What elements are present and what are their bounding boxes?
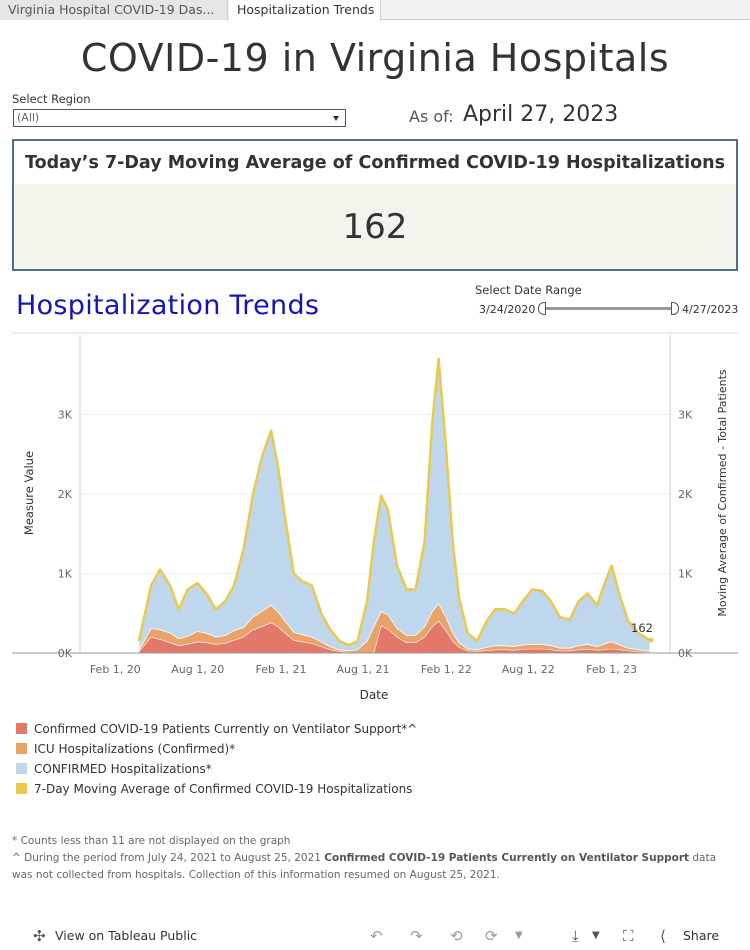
legend-label: CONFIRMED Hospitalizations* <box>34 762 212 776</box>
date-range-track[interactable] <box>542 307 675 310</box>
date-range-label: Select Date Range <box>475 283 582 297</box>
region-select[interactable]: (All) <box>13 109 346 127</box>
legend-label: ICU Hospitalizations (Confirmed)* <box>34 742 236 756</box>
x-axis-label: Date <box>360 688 389 702</box>
y-tick-label-right: 3K <box>678 409 693 422</box>
series-moving-average-line <box>137 357 651 647</box>
refresh-icon[interactable]: ⟳ <box>485 927 498 945</box>
revert-icon[interactable]: ⟲ <box>450 927 463 945</box>
download-icon[interactable]: ⤓ <box>572 927 579 945</box>
tab-hospitalization-trends[interactable]: Hospitalization Trends <box>229 0 381 21</box>
chart-ticks: 0K 1K 2K 3K 0K 1K 2K 3K Feb 1, 20 Aug 1, 20 Feb 1,… <box>58 409 693 677</box>
gridlines <box>12 332 738 574</box>
y-axis-label-right: Moving Average of Confirmed - Total Pati… <box>716 369 729 617</box>
bottom-toolbar: ✣ View on Tableau Public ↶ ↷ ⟲ ⟳ ▼ ⤓ ▼ ⛶… <box>0 922 750 950</box>
as-of-label: As of: <box>409 107 454 126</box>
kpi-value: 162 <box>342 207 408 247</box>
legend-item-ventilator[interactable]: Confirmed COVID-19 Patients Currently on… <box>16 720 417 740</box>
y-tick-label-right: 1K <box>678 568 693 581</box>
y-tick-label: 3K <box>58 409 73 422</box>
x-tick-label: Feb 1, 22 <box>421 663 472 676</box>
footnote-ventilator: ^ During the period from July 24, 2021 t… <box>12 850 732 884</box>
x-tick-label: Feb 1, 20 <box>90 663 141 676</box>
chart-axes <box>12 335 738 654</box>
y-tick-label: 1K <box>58 568 73 581</box>
chevron-down-icon <box>333 116 339 121</box>
date-range-start-handle[interactable] <box>538 302 546 315</box>
x-tick-label: Aug 1, 22 <box>502 663 555 676</box>
y-tick-label-right: 0K <box>678 647 693 660</box>
date-range-end-handle[interactable] <box>671 302 679 315</box>
legend-label: Confirmed COVID-19 Patients Currently on… <box>34 722 418 736</box>
y-tick-label: 0K <box>58 647 73 660</box>
redo-icon[interactable]: ↷ <box>410 927 423 945</box>
tab-bar: Virginia Hospital COVID-19 Das... Hospit… <box>0 0 750 21</box>
legend-item-icu[interactable]: ICU Hospitalizations (Confirmed)* <box>16 740 417 760</box>
date-range-start: 3/24/2020 <box>479 303 536 316</box>
legend-item-confirmed[interactable]: CONFIRMED Hospitalizations* <box>16 760 417 780</box>
page-title: COVID-19 in Virginia Hospitals <box>80 36 670 80</box>
series-ventilator-area <box>138 620 651 654</box>
section-title: Hospitalization Trends <box>16 290 320 321</box>
tableau-logo-icon: ✣ <box>33 927 46 945</box>
share-icon[interactable]: ⟨ <box>660 927 666 945</box>
chart-areas <box>137 357 651 654</box>
view-on-tableau-link[interactable]: View on Tableau Public <box>55 928 198 943</box>
kpi-heading: Today’s 7-Day Moving Average of Confirme… <box>14 141 736 184</box>
fullscreen-icon[interactable]: ⛶ <box>623 927 634 945</box>
x-tick-label: Feb 1, 23 <box>586 663 637 676</box>
footnote-bold: Confirmed COVID-19 Patients Currently on… <box>324 852 690 864</box>
as-of-date: April 27, 2023 <box>463 102 619 127</box>
y-tick-label: 2K <box>58 488 73 501</box>
legend-item-moving-average[interactable]: 7-Day Moving Average of Confirmed COVID-… <box>16 780 417 800</box>
y-axis-label: Measure Value <box>22 451 36 535</box>
date-range-end: 4/27/2023 <box>682 303 739 316</box>
legend-label: 7-Day Moving Average of Confirmed COVID-… <box>34 782 413 796</box>
region-select-value: (All) <box>17 111 40 124</box>
legend-swatch <box>16 783 27 794</box>
x-tick-label: Feb 1, 21 <box>256 663 307 676</box>
footnotes: * Counts less than 11 are not displayed … <box>12 833 732 884</box>
x-tick-label: Aug 1, 21 <box>337 663 390 676</box>
footnote-text: ^ During the period from July 24, 2021 t… <box>12 852 325 864</box>
hospitalization-trends-chart[interactable]: 0K 1K 2K 3K 0K 1K 2K 3K Feb 1, 20 Aug 1, 20 Feb 1,… <box>0 330 750 705</box>
chevron-down-icon[interactable]: ▼ <box>515 930 523 941</box>
chevron-down-icon[interactable]: ▼ <box>592 930 600 941</box>
region-filter-label: Select Region <box>12 92 91 106</box>
legend-swatch <box>16 743 27 754</box>
legend-swatch <box>16 763 27 774</box>
end-value-label: 162 <box>631 621 653 635</box>
footnote-text: data was not collected from hospitals. C… <box>12 852 717 881</box>
kpi-panel: Today’s 7-Day Moving Average of Confirme… <box>12 139 738 271</box>
undo-icon[interactable]: ↶ <box>370 927 383 945</box>
y-tick-label-right: 2K <box>678 488 693 501</box>
footnote-counts: * Counts less than 11 are not displayed … <box>12 835 291 847</box>
tab-dashboard[interactable]: Virginia Hospital COVID-19 Das... <box>0 0 228 20</box>
x-tick-label: Aug 1, 20 <box>171 663 224 676</box>
chart-legend: Confirmed COVID-19 Patients Currently on… <box>16 720 417 800</box>
end-value-marker <box>648 637 654 643</box>
legend-swatch <box>16 723 27 734</box>
share-button[interactable]: Share <box>683 928 720 943</box>
